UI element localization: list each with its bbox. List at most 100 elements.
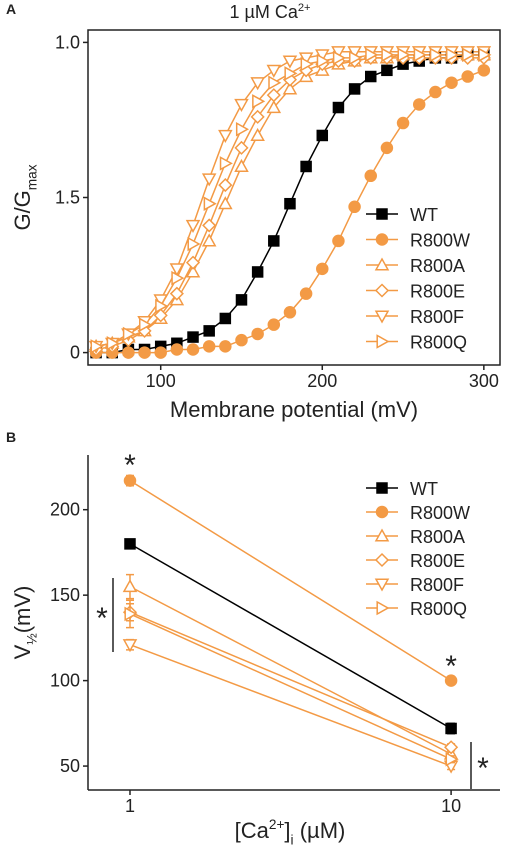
y-tick-label: 100 xyxy=(50,671,80,691)
marker xyxy=(187,331,199,343)
marker xyxy=(445,751,459,767)
marker xyxy=(461,70,474,83)
legend-marker xyxy=(374,283,390,298)
marker xyxy=(153,308,168,323)
marker xyxy=(234,98,249,112)
marker xyxy=(332,234,345,248)
legend-label: WT xyxy=(410,205,438,225)
marker xyxy=(478,47,492,63)
legend-label: R800E xyxy=(410,551,465,571)
legend-marker xyxy=(376,334,390,349)
marker xyxy=(202,340,216,353)
marker xyxy=(332,101,345,114)
marker xyxy=(396,116,410,130)
legend-label: R800A xyxy=(410,527,465,547)
legend-marker xyxy=(375,233,389,246)
legend-label: R800F xyxy=(410,307,464,327)
label-part: V xyxy=(10,644,35,659)
marker xyxy=(266,100,282,114)
panel-letter: B xyxy=(6,429,16,445)
marker xyxy=(381,47,395,63)
x-tick-label: 200 xyxy=(307,371,337,391)
marker xyxy=(218,178,233,193)
marker xyxy=(201,173,217,187)
marker xyxy=(299,287,313,300)
y-tick-label: 50 xyxy=(60,756,80,776)
legend-label: R800F xyxy=(410,575,464,595)
marker xyxy=(251,266,264,278)
marker xyxy=(300,56,314,72)
marker xyxy=(444,740,459,755)
marker xyxy=(381,64,393,77)
marker xyxy=(332,50,346,66)
marker xyxy=(252,94,266,109)
marker xyxy=(123,474,137,487)
marker xyxy=(445,76,458,89)
label-part: ½ xyxy=(25,633,40,644)
marker xyxy=(219,340,232,353)
legend-label: WT xyxy=(410,479,438,499)
marker xyxy=(219,312,232,325)
legend-label: R800Q xyxy=(410,333,467,353)
marker xyxy=(397,47,411,63)
legend-marker xyxy=(376,208,388,220)
marker xyxy=(202,218,217,233)
marker xyxy=(155,298,169,314)
marker xyxy=(185,255,201,270)
label-part: (µM) xyxy=(294,818,346,843)
label-part: (mV) xyxy=(10,586,35,634)
label-part: G/G xyxy=(10,190,35,230)
marker xyxy=(218,129,233,144)
marker xyxy=(218,196,233,210)
marker xyxy=(268,235,280,247)
legend-marker xyxy=(376,482,388,494)
series-line xyxy=(129,585,452,755)
marker xyxy=(219,156,233,171)
label-part: [Ca xyxy=(235,818,270,843)
legend-label: R800A xyxy=(410,256,465,276)
marker xyxy=(364,70,377,83)
significance-mark: * xyxy=(124,449,136,482)
marker xyxy=(124,538,136,550)
series-line xyxy=(129,613,452,760)
marker xyxy=(235,294,248,306)
marker xyxy=(251,327,264,341)
marker xyxy=(234,158,249,173)
x-tick-label: 100 xyxy=(146,371,176,391)
marker xyxy=(429,85,442,99)
legend-marker xyxy=(374,257,390,271)
marker xyxy=(412,98,426,111)
marker xyxy=(445,722,457,735)
marker xyxy=(268,75,282,91)
marker xyxy=(138,346,151,359)
label-part: 1 µM Ca xyxy=(229,2,298,22)
label-part: max xyxy=(25,164,40,190)
marker xyxy=(348,83,361,95)
marker xyxy=(90,339,104,354)
marker xyxy=(122,579,138,593)
marker xyxy=(282,81,298,95)
series-line xyxy=(129,480,452,682)
marker xyxy=(187,236,201,252)
marker xyxy=(429,47,443,63)
marker xyxy=(186,343,200,356)
marker xyxy=(169,286,184,301)
marker xyxy=(201,233,217,247)
marker xyxy=(445,47,460,63)
marker xyxy=(365,47,379,63)
legend-marker xyxy=(374,528,390,542)
marker xyxy=(282,55,298,69)
label-part: ] xyxy=(284,818,290,843)
series-line xyxy=(129,611,452,748)
marker xyxy=(170,343,184,356)
y-tick-label: 200 xyxy=(50,500,80,520)
marker xyxy=(283,306,297,319)
marker xyxy=(122,639,138,653)
marker xyxy=(185,219,201,233)
legend-marker xyxy=(374,310,390,324)
marker xyxy=(413,47,427,63)
marker xyxy=(235,333,248,347)
marker xyxy=(203,196,217,211)
marker xyxy=(462,47,476,63)
marker xyxy=(234,140,249,155)
